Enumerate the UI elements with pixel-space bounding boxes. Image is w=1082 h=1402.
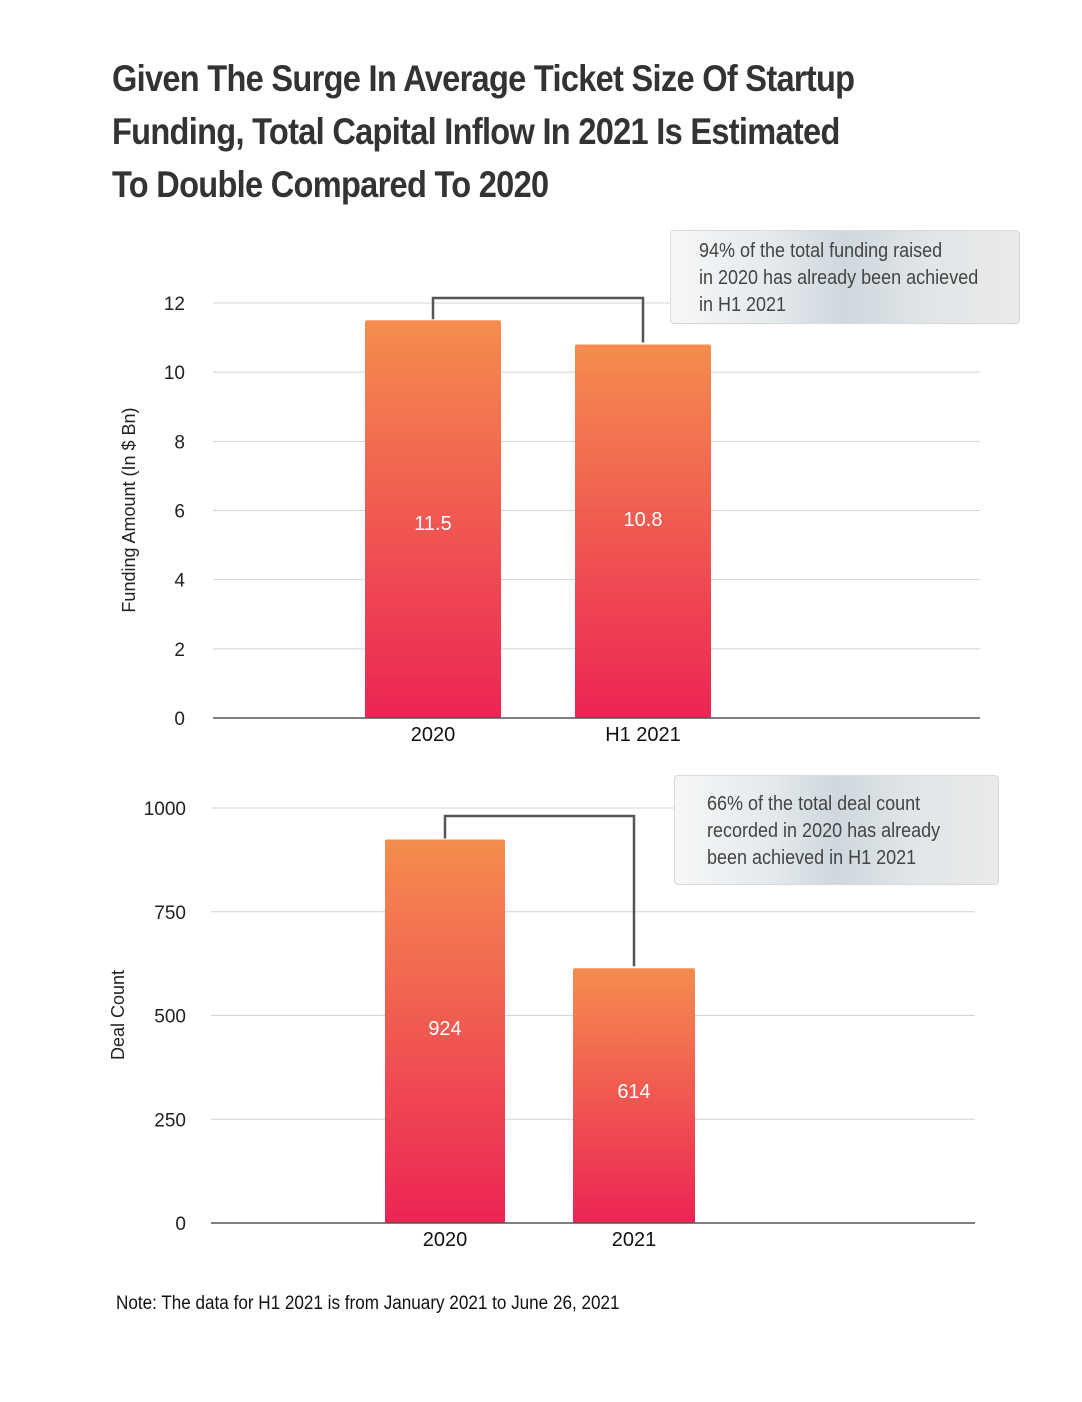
y-tick-label: 10 xyxy=(164,363,185,384)
comparison-bracket xyxy=(431,296,645,343)
bar xyxy=(573,968,695,1223)
y-tick-label: 0 xyxy=(174,709,185,730)
y-tick-label: 250 xyxy=(154,1110,186,1131)
y-tick-label: 6 xyxy=(174,502,185,523)
bar-value-label: 11.5 xyxy=(414,513,451,535)
title-line: To Double Compared To 2020 xyxy=(112,164,549,205)
y-axis-label: Funding Amount (In $ Bn) xyxy=(119,407,139,612)
footnote: Note: The data for H1 2021 is from Janua… xyxy=(116,1293,620,1314)
y-tick-label: 12 xyxy=(164,294,185,315)
deal-count-annotation-callout: 66% of the total deal count recorded in … xyxy=(674,775,999,885)
bar xyxy=(365,320,501,718)
page-title: Given The Surge In Average Ticket Size O… xyxy=(112,52,904,211)
x-category-label: H1 2021 xyxy=(605,724,681,746)
y-tick-label: 1000 xyxy=(144,799,186,820)
title-line: Funding, Total Capital Inflow In 2021 Is… xyxy=(112,111,840,152)
callout-line: been achieved in H1 2021 xyxy=(707,847,917,869)
bar-value-label: 924 xyxy=(428,1018,461,1040)
y-tick-label: 2 xyxy=(174,640,185,661)
funding-annotation-callout: 94% of the total funding raised in 2020 … xyxy=(670,230,1020,324)
comparison-bracket xyxy=(443,814,636,967)
y-tick-label: 500 xyxy=(154,1007,186,1028)
bar-value-label: 614 xyxy=(617,1081,650,1103)
y-tick-label: 750 xyxy=(154,903,186,924)
title-line: Given The Surge In Average Ticket Size O… xyxy=(112,58,855,99)
y-tick-label: 8 xyxy=(174,432,185,453)
bar-value-label: 10.8 xyxy=(624,509,663,531)
x-category-label: 2020 xyxy=(411,724,456,746)
callout-line: recorded in 2020 has already xyxy=(707,820,941,842)
callout-line: in 2020 has already been achieved xyxy=(699,267,979,289)
funding-amount-chart: 0 2 4 6 8 10 12 11.5 2020 10.8 H1 2021 Funding Amou… xyxy=(119,294,980,746)
bar xyxy=(385,839,505,1223)
callout-line: 94% of the total funding raised xyxy=(699,240,943,262)
y-tick-label: 0 xyxy=(175,1214,186,1235)
y-axis-label: Deal Count xyxy=(108,970,128,1060)
bar xyxy=(575,344,711,718)
x-category-label: 2020 xyxy=(423,1229,468,1251)
y-tick-label: 4 xyxy=(174,571,185,592)
deal-count-chart: 0 250 500 750 1000 924 2020 614 2021 Deal Count xyxy=(108,799,975,1251)
callout-line: in H1 2021 xyxy=(699,294,787,316)
x-category-label: 2021 xyxy=(612,1229,657,1251)
callout-line: 66% of the total deal count xyxy=(707,793,921,815)
